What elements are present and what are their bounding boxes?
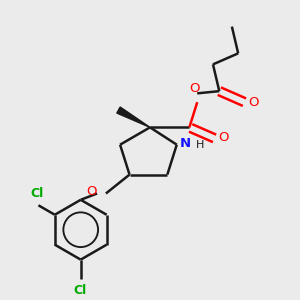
Text: O: O (87, 185, 97, 198)
Text: Cl: Cl (30, 187, 44, 200)
Text: H: H (196, 140, 205, 150)
Text: Cl: Cl (74, 284, 87, 297)
Text: N: N (179, 136, 191, 150)
Text: O: O (248, 96, 259, 109)
Text: O: O (218, 131, 229, 144)
Text: O: O (190, 82, 200, 95)
Polygon shape (117, 107, 150, 128)
